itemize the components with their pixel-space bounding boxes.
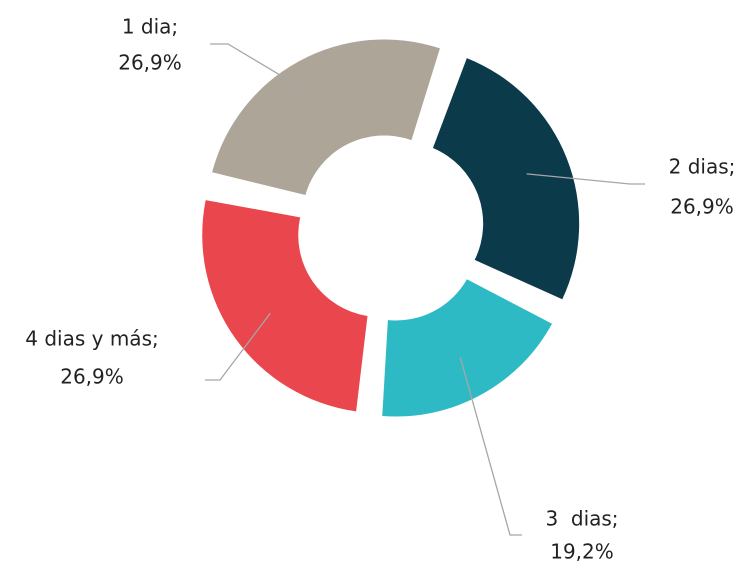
donut-segment bbox=[212, 39, 440, 196]
category-label: 1 dia; bbox=[122, 15, 178, 39]
category-label: 3 dias; bbox=[545, 507, 618, 531]
value-label: 26,9% bbox=[670, 195, 734, 219]
value-label: 19,2% bbox=[550, 540, 614, 564]
donut-segment bbox=[432, 58, 580, 300]
value-label: 26,9% bbox=[60, 365, 124, 389]
leader-line bbox=[210, 43, 321, 100]
donut-segment bbox=[202, 200, 368, 412]
leader-line bbox=[205, 312, 271, 381]
category-label: 4 dias y más; bbox=[25, 327, 158, 351]
category-label: 2 dias; bbox=[669, 155, 736, 179]
leader-line bbox=[526, 173, 645, 185]
value-label: 26,9% bbox=[118, 51, 182, 75]
leader-line bbox=[459, 356, 522, 536]
donut-segment bbox=[382, 279, 553, 417]
